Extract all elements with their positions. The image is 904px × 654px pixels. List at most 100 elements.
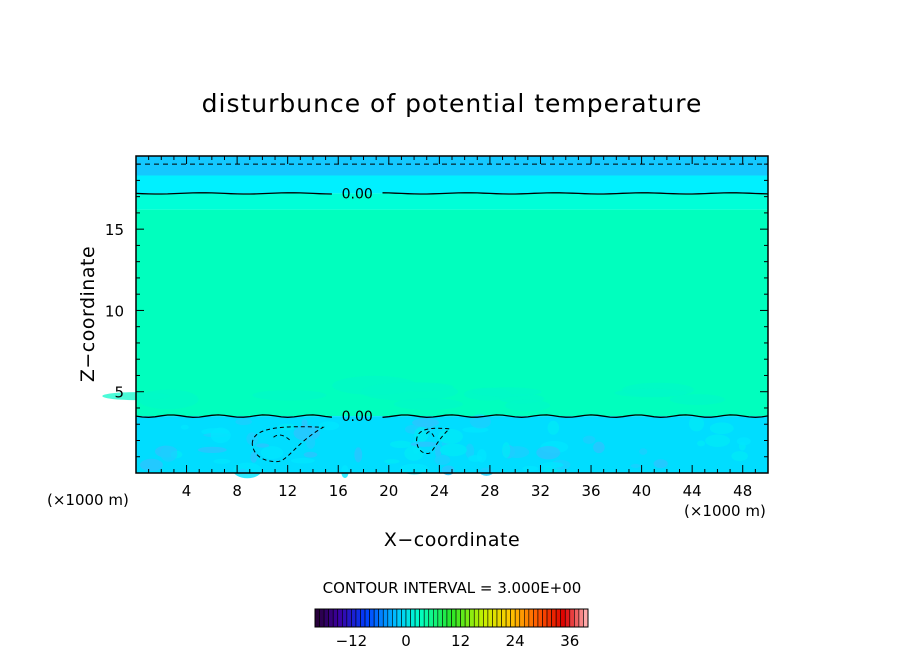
- field-patch: [434, 454, 451, 466]
- chart-title: disturbunce of potential temperature: [202, 89, 703, 118]
- field-patch: [210, 427, 231, 444]
- colorbar-cell: [469, 608, 475, 628]
- field-band-1: [136, 175, 768, 194]
- field-patch: [341, 465, 349, 479]
- colorbar-cell: [542, 608, 548, 628]
- x-tick-label: 8: [232, 482, 242, 500]
- field-patch: [731, 451, 748, 462]
- plot-frame: [135, 155, 769, 474]
- y-tick-label: 5: [114, 384, 124, 402]
- colorbar-cell: [464, 608, 470, 628]
- field-patch: [303, 451, 318, 458]
- colorbar-cell: [533, 608, 539, 628]
- y-axis-ticks: 5 10 15: [105, 163, 768, 458]
- colorbar-cell: [578, 608, 584, 628]
- colorbar-cell: [473, 608, 480, 628]
- field-patch: [479, 467, 494, 476]
- colorbar-cell: [460, 608, 466, 628]
- field-patch: [504, 446, 530, 459]
- colorbar-tick-label: −12: [336, 632, 368, 650]
- x-tick-label: 24: [430, 482, 449, 500]
- field-bands: [102, 156, 768, 479]
- colorbar-cell: [360, 608, 366, 628]
- field-patch: [410, 441, 439, 447]
- colorbar-cell: [369, 608, 375, 628]
- colorbar-cell: [505, 608, 511, 628]
- x-tick-label: 36: [581, 482, 600, 500]
- colorbar-cell: [351, 608, 357, 628]
- field-patch: [293, 425, 321, 441]
- field-patch: [255, 443, 270, 448]
- colorbar-cell: [423, 608, 430, 628]
- colorbar-cell: [492, 608, 498, 628]
- field-patch: [412, 418, 440, 428]
- colorbar-cell: [414, 608, 420, 628]
- field-patch: [213, 458, 231, 464]
- contour-label-1: 0.00: [342, 409, 373, 425]
- colorbar-cell: [323, 608, 329, 628]
- colorbar-cell: [496, 608, 502, 628]
- field-patch: [384, 459, 400, 464]
- colorbar-cell: [560, 608, 566, 628]
- field-patch: [471, 387, 542, 397]
- field-patch: [439, 443, 467, 457]
- colorbar-cell: [392, 608, 398, 628]
- x-tick-label: 28: [480, 482, 499, 500]
- field-patch: [360, 382, 459, 401]
- field-patch: [235, 418, 253, 426]
- colorbar-cell: [401, 608, 407, 628]
- field-patch: [260, 446, 284, 459]
- field-patch: [541, 461, 564, 468]
- field-patch: [536, 445, 561, 460]
- field-patch: [252, 389, 327, 401]
- field-patch: [688, 416, 705, 432]
- colorbar-cell: [455, 608, 461, 628]
- field-patch: [160, 445, 178, 462]
- field-patch: [697, 440, 706, 447]
- colorbar-cell: [528, 608, 534, 628]
- field-patch: [250, 451, 258, 463]
- field-patch: [393, 398, 463, 411]
- field-patch: [414, 426, 429, 443]
- colorbar-cell: [437, 608, 443, 628]
- colorbar-cell: [487, 608, 493, 628]
- x-unit-label: (×1000 m): [684, 502, 766, 520]
- colorbar-cell: [341, 608, 348, 628]
- colorbar-cell: [564, 608, 571, 628]
- x-tick-label: 44: [683, 482, 702, 500]
- field-patch: [593, 441, 605, 454]
- colorbar-tick-label: 12: [451, 632, 470, 650]
- x-tick-label: 20: [379, 482, 398, 500]
- colorbar-cell: [551, 608, 557, 628]
- field-patch: [197, 446, 227, 454]
- colorbar-cell: [405, 608, 411, 628]
- colorbar-cell: [519, 608, 525, 628]
- field-patch: [438, 428, 463, 444]
- dashed-contour-1: [251, 426, 325, 463]
- dashed-contour-2: [416, 427, 451, 454]
- x-axis-label: X−coordinate: [384, 529, 520, 551]
- field-patch: [582, 435, 596, 444]
- field-patch: [306, 436, 316, 449]
- colorbar-tick-label: 0: [401, 632, 411, 650]
- y-tick-label: 15: [105, 221, 124, 239]
- y-tick-label: 10: [105, 302, 124, 320]
- colorbar-cell: [396, 608, 402, 628]
- colorbar-tick-label: 24: [506, 632, 525, 650]
- y-unit-label: (×1000 m): [47, 491, 129, 509]
- field-patch: [709, 422, 734, 435]
- colorbar-cell: [382, 608, 389, 628]
- colorbar-cell: [314, 608, 320, 628]
- colorbar-cell: [523, 608, 530, 628]
- field-patch: [639, 448, 648, 455]
- field-patch: [238, 468, 247, 474]
- colorbar-cell: [501, 608, 507, 628]
- colorbar-cell: [514, 608, 521, 628]
- colorbar: [314, 608, 589, 628]
- colorbar-frame: [314, 608, 589, 628]
- field-patch: [301, 419, 308, 428]
- field-patch: [705, 434, 731, 448]
- field-patch: [614, 388, 687, 398]
- colorbar-cell: [555, 608, 562, 628]
